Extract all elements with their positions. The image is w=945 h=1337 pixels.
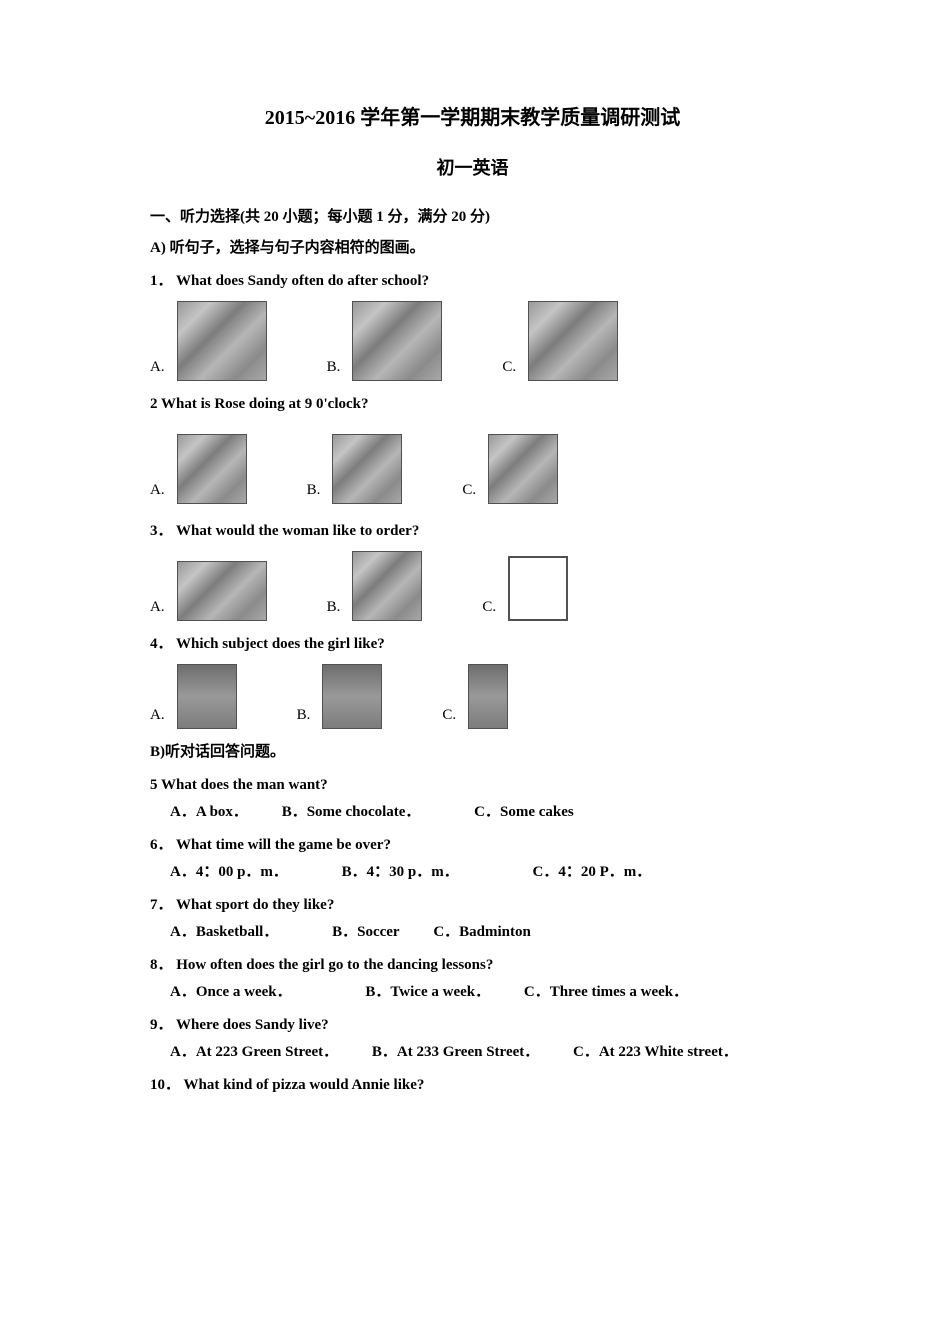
q7-option-a[interactable]: A．Basketball． <box>170 919 278 946</box>
q6-text: What time will the game be over? <box>176 837 391 853</box>
dancing-girl-icon <box>488 434 558 504</box>
q4-option-a[interactable]: A. <box>150 664 237 729</box>
option-label-b: B. <box>327 354 341 381</box>
reading-girl-icon <box>332 434 402 504</box>
part-b-header: B)听对话回答问题。 <box>150 739 795 766</box>
q9-option-a[interactable]: A．At 223 Green Street． <box>170 1039 338 1066</box>
q1-option-c[interactable]: C. <box>502 301 618 381</box>
q10-num: 10． <box>150 1077 180 1093</box>
option-label-b: B. <box>307 477 321 504</box>
q8-option-c[interactable]: C．Three times a week． <box>524 979 688 1006</box>
q8-num: 8． <box>150 957 173 973</box>
q9-option-b[interactable]: B．At 233 Green Street． <box>372 1039 539 1066</box>
q3-options-row: A. B. C. <box>150 551 795 621</box>
exam-subtitle: 初一英语 <box>150 152 795 184</box>
question-5: 5 What does the man want? <box>150 772 795 799</box>
chinese-book-icon <box>468 664 508 729</box>
volleyball-girl-icon <box>177 301 267 381</box>
question-4: 4． Which subject does the girl like? <box>150 631 795 658</box>
q5-num: 5 <box>150 777 161 793</box>
question-7: 7． What sport do they like? <box>150 892 795 919</box>
q7-text: What sport do they like? <box>176 897 334 913</box>
q1-option-b[interactable]: B. <box>327 301 443 381</box>
q1-num: 1． <box>150 273 173 289</box>
q2-num: 2 <box>150 396 161 412</box>
q9-text: Where does Sandy live? <box>176 1017 329 1033</box>
q7-option-b[interactable]: B．Soccer <box>332 919 399 946</box>
option-label-b: B. <box>297 702 311 729</box>
q7-options: A．Basketball． B．Soccer C．Badminton <box>150 919 795 946</box>
section-1-header: 一、听力选择(共 20 小题；每小题 1 分，满分 20 分) <box>150 204 795 231</box>
q6-num: 6． <box>150 837 173 853</box>
milk-carton-icon <box>508 556 568 621</box>
q2-option-b[interactable]: B. <box>307 434 403 504</box>
q2-text: What is Rose doing at 9 0'clock? <box>161 396 369 412</box>
q7-num: 7． <box>150 897 173 913</box>
option-label-a: A. <box>150 702 165 729</box>
option-label-a: A. <box>150 594 165 621</box>
q5-options: A．A box． B．Some chocolate． C．Some cakes <box>150 799 795 826</box>
q3-num: 3． <box>150 523 173 539</box>
juice-glass-icon <box>352 551 422 621</box>
option-label-b: B. <box>327 594 341 621</box>
question-8: 8． How often does the girl go to the dan… <box>150 952 795 979</box>
q4-option-c[interactable]: C. <box>442 664 508 729</box>
option-label-c: C. <box>462 477 476 504</box>
q6-option-a[interactable]: A．4：00 p．m． <box>170 859 288 886</box>
exam-title: 2015~2016 学年第一学期期末教学质量调研测试 <box>150 100 795 136</box>
q5-option-a[interactable]: A．A box． <box>170 799 248 826</box>
math-book-icon <box>177 664 237 729</box>
drawing-girl-icon <box>177 434 247 504</box>
rollerblade-girl-icon <box>352 301 442 381</box>
q5-option-c[interactable]: C．Some cakes <box>474 799 574 826</box>
question-6: 6． What time will the game be over? <box>150 832 795 859</box>
q3-option-b[interactable]: B. <box>327 551 423 621</box>
option-label-c: C. <box>482 594 496 621</box>
q5-text: What does the man want? <box>161 777 328 793</box>
q1-option-a[interactable]: A. <box>150 301 267 381</box>
q4-options-row: A. B. C. <box>150 664 795 729</box>
q2-option-a[interactable]: A. <box>150 434 247 504</box>
part-a-header: A) 听句子，选择与句子内容相符的图画。 <box>150 235 795 262</box>
q8-option-a[interactable]: A．Once a week． <box>170 979 292 1006</box>
q3-option-a[interactable]: A. <box>150 561 267 621</box>
q8-options: A．Once a week． B．Twice a week． C．Three t… <box>150 979 795 1006</box>
q8-text: How often does the girl go to the dancin… <box>176 957 493 973</box>
q1-options-row: A. B. C. <box>150 301 795 381</box>
q4-num: 4． <box>150 636 173 652</box>
question-10: 10． What kind of pizza would Annie like? <box>150 1072 795 1099</box>
option-label-c: C. <box>442 702 456 729</box>
q3-option-c[interactable]: C. <box>482 556 568 621</box>
coffee-cup-icon <box>177 561 267 621</box>
q4-text: Which subject does the girl like? <box>176 636 385 652</box>
question-3: 3． What would the woman like to order? <box>150 518 795 545</box>
q9-num: 9． <box>150 1017 173 1033</box>
tennis-girl-icon <box>528 301 618 381</box>
q3-text: What would the woman like to order? <box>176 523 419 539</box>
question-2: 2 What is Rose doing at 9 0'clock? <box>150 391 795 418</box>
question-1: 1． What does Sandy often do after school… <box>150 268 795 295</box>
option-label-a: A. <box>150 354 165 381</box>
option-label-c: C. <box>502 354 516 381</box>
q7-option-c[interactable]: C．Badminton <box>433 919 531 946</box>
option-label-a: A. <box>150 477 165 504</box>
q9-options: A．At 223 Green Street． B．At 233 Green St… <box>150 1039 795 1066</box>
q2-option-c[interactable]: C. <box>462 434 558 504</box>
q6-options: A．4：00 p．m． B．4：30 p．m． C．4：20 P．m． <box>150 859 795 886</box>
q8-option-b[interactable]: B．Twice a week． <box>365 979 490 1006</box>
q2-options-row: A. B. C. <box>150 434 795 504</box>
q6-option-b[interactable]: B．4：30 p．m． <box>342 859 459 886</box>
q9-option-c[interactable]: C．At 223 White street． <box>573 1039 738 1066</box>
q10-text: What kind of pizza would Annie like? <box>184 1077 425 1093</box>
q6-option-c[interactable]: C．4：20 P．m． <box>533 859 652 886</box>
q5-option-b[interactable]: B．Some chocolate． <box>282 799 421 826</box>
q4-option-b[interactable]: B. <box>297 664 383 729</box>
english-book-icon <box>322 664 382 729</box>
q1-text: What does Sandy often do after school? <box>176 273 429 289</box>
question-9: 9． Where does Sandy live? <box>150 1012 795 1039</box>
